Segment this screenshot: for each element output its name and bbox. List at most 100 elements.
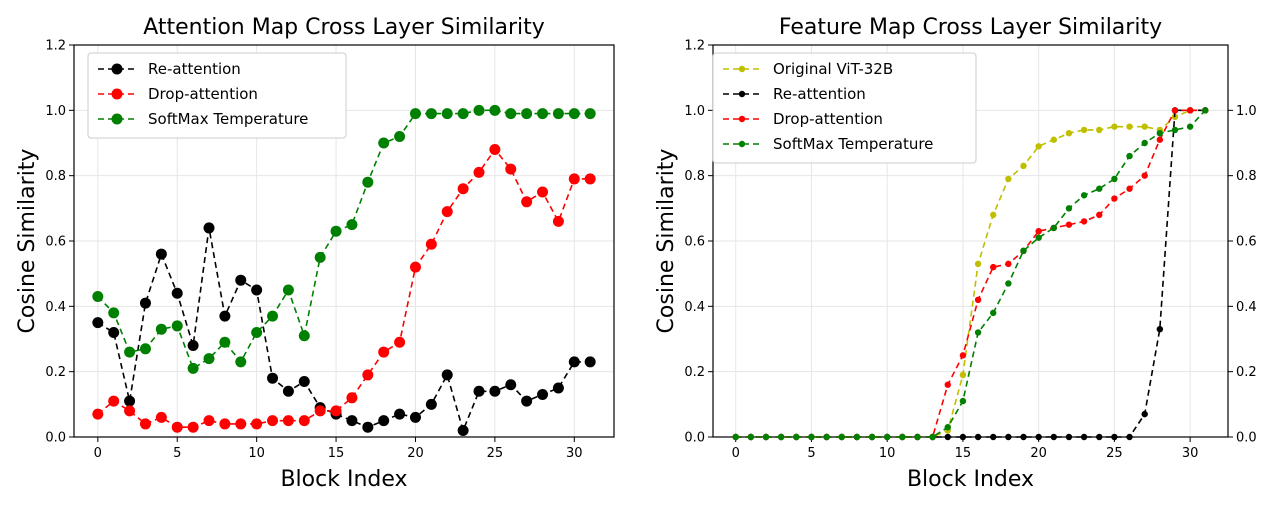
data-point bbox=[187, 421, 199, 433]
data-point bbox=[267, 310, 279, 322]
chart-1: 0 5 10 15 20 25 30 0.0 0.2 0.4 0.6 0.8 1.0 1.2 0.0 0.2 0… bbox=[654, 15, 1257, 492]
x-tick-label: 5 bbox=[807, 446, 815, 461]
data-point bbox=[267, 372, 279, 384]
data-point bbox=[1035, 228, 1042, 235]
data-point bbox=[441, 206, 453, 218]
data-point bbox=[219, 336, 231, 348]
data-point bbox=[235, 274, 247, 286]
data-point bbox=[974, 296, 982, 303]
data-point bbox=[489, 104, 501, 116]
data-point bbox=[394, 336, 406, 348]
data-point bbox=[1080, 218, 1088, 225]
data-point bbox=[1020, 162, 1027, 170]
x-tick-label: 10 bbox=[879, 446, 896, 461]
y-tick-label: 1.2 bbox=[45, 39, 66, 54]
series-re-attention bbox=[92, 222, 596, 436]
data-point bbox=[378, 137, 390, 149]
legend-label: Drop-attention bbox=[148, 85, 258, 103]
data-point bbox=[747, 433, 755, 441]
chart-title: Attention Map Cross Layer Similarity bbox=[143, 15, 545, 40]
data-point bbox=[124, 346, 136, 358]
legend-label: Drop-attention bbox=[773, 110, 883, 128]
data-point bbox=[409, 108, 421, 120]
data-point bbox=[914, 433, 921, 441]
x-tick-label: 15 bbox=[955, 446, 972, 461]
data-point bbox=[251, 418, 263, 430]
data-point bbox=[282, 415, 294, 427]
data-point bbox=[1186, 107, 1194, 114]
y2-tick-label: 0.8 bbox=[1236, 169, 1257, 184]
x-tick-label: 0 bbox=[732, 446, 740, 461]
data-point bbox=[473, 104, 485, 116]
data-point bbox=[425, 238, 437, 250]
data-point bbox=[1065, 433, 1073, 441]
data-point bbox=[394, 408, 406, 420]
data-point bbox=[139, 343, 151, 355]
data-point bbox=[457, 424, 469, 436]
chart-0: 0 5 10 15 20 25 30 0.0 0.2 0.4 0.6 0.8 1.0 1.2 Attenti… bbox=[15, 15, 615, 492]
data-point bbox=[346, 392, 358, 404]
legend-swatch-marker bbox=[111, 113, 123, 125]
y-tick-label: 0.4 bbox=[45, 300, 66, 315]
x-tick-label: 0 bbox=[94, 446, 102, 461]
data-point bbox=[425, 108, 437, 120]
data-point bbox=[298, 415, 310, 427]
data-point bbox=[108, 307, 120, 319]
data-point bbox=[853, 433, 861, 441]
legend: Original ViT-32B Re-attention Drop-attenti… bbox=[712, 52, 977, 164]
data-point bbox=[108, 395, 120, 407]
y-tick-label: 0.8 bbox=[45, 169, 66, 184]
data-point bbox=[203, 353, 215, 365]
data-point bbox=[1156, 130, 1164, 137]
x-tick-label: 10 bbox=[248, 446, 265, 461]
data-point bbox=[537, 186, 549, 198]
data-point bbox=[473, 166, 485, 178]
series-line bbox=[97, 109, 591, 370]
data-point bbox=[1050, 136, 1058, 143]
data-point bbox=[267, 415, 279, 427]
data-point bbox=[235, 356, 247, 368]
data-point bbox=[974, 433, 982, 441]
data-point bbox=[584, 173, 596, 185]
data-point bbox=[489, 144, 501, 156]
data-point bbox=[1005, 280, 1012, 287]
data-point bbox=[1035, 143, 1042, 150]
x-axis-label: Block Index bbox=[907, 467, 1034, 492]
data-point bbox=[1141, 139, 1148, 147]
data-point bbox=[1005, 260, 1012, 268]
x-tick-label: 15 bbox=[328, 446, 345, 461]
data-point bbox=[1202, 107, 1209, 114]
legend-swatch-marker bbox=[738, 90, 746, 98]
data-point bbox=[777, 433, 785, 441]
x-axis-label: Block Index bbox=[280, 467, 407, 492]
data-point bbox=[1035, 433, 1042, 441]
data-point bbox=[1035, 234, 1042, 241]
data-point bbox=[108, 326, 120, 338]
data-point bbox=[473, 385, 485, 397]
data-point bbox=[155, 248, 167, 260]
data-point bbox=[584, 108, 596, 120]
data-point bbox=[441, 369, 453, 381]
data-point bbox=[505, 108, 517, 120]
data-point bbox=[1050, 433, 1058, 441]
y-tick-label: 1.0 bbox=[684, 104, 705, 119]
data-point bbox=[155, 323, 167, 335]
data-point bbox=[92, 291, 104, 303]
data-point bbox=[346, 219, 358, 231]
data-point bbox=[457, 108, 469, 120]
legend: Re-attention Drop-attention SoftMax Temper… bbox=[87, 52, 347, 139]
data-point bbox=[409, 411, 421, 423]
x-tick-label: 30 bbox=[1182, 446, 1199, 461]
data-point bbox=[330, 405, 342, 417]
data-point bbox=[990, 433, 997, 441]
data-point bbox=[1126, 123, 1133, 130]
data-point bbox=[793, 433, 800, 441]
x-tick-label: 20 bbox=[1030, 446, 1047, 461]
legend-swatch-marker bbox=[738, 65, 746, 73]
data-point bbox=[899, 433, 906, 441]
y-tick-label: 0.8 bbox=[684, 169, 705, 184]
series-line bbox=[97, 227, 591, 433]
data-point bbox=[1111, 123, 1118, 130]
data-point bbox=[1171, 126, 1179, 134]
